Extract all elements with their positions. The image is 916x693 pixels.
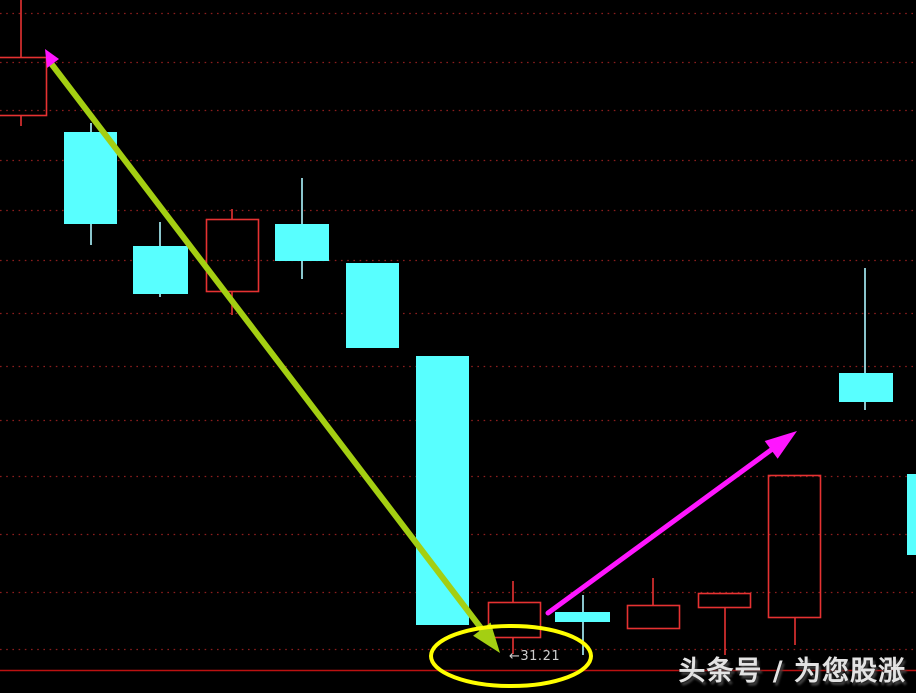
- candle-down: [64, 132, 117, 224]
- candle-down: [907, 474, 916, 555]
- candle-down: [133, 246, 188, 294]
- candle-up: [767, 474, 822, 619]
- low-price-label: ←31.21: [509, 649, 561, 664]
- candle-down: [839, 373, 893, 402]
- candle-down: [275, 224, 329, 261]
- candle-down: [555, 612, 610, 622]
- candle-up: [626, 604, 681, 630]
- candle-up: [0, 56, 48, 117]
- watermark-text: 头条号 / 为您股涨: [678, 656, 906, 687]
- candle-down: [346, 263, 399, 348]
- start-marker-arrowhead: [45, 49, 59, 68]
- downtrend-arrow-shaft: [47, 59, 485, 633]
- candle-down: [416, 356, 469, 625]
- candle-up: [205, 218, 260, 293]
- uptrend-arrow-shaft: [545, 447, 774, 616]
- candle-up: [487, 601, 542, 639]
- candle-up: [697, 592, 752, 609]
- downtrend-arrow-head: [473, 622, 500, 653]
- uptrend-arrow-head: [764, 431, 797, 459]
- highlight-ellipse: [429, 624, 593, 688]
